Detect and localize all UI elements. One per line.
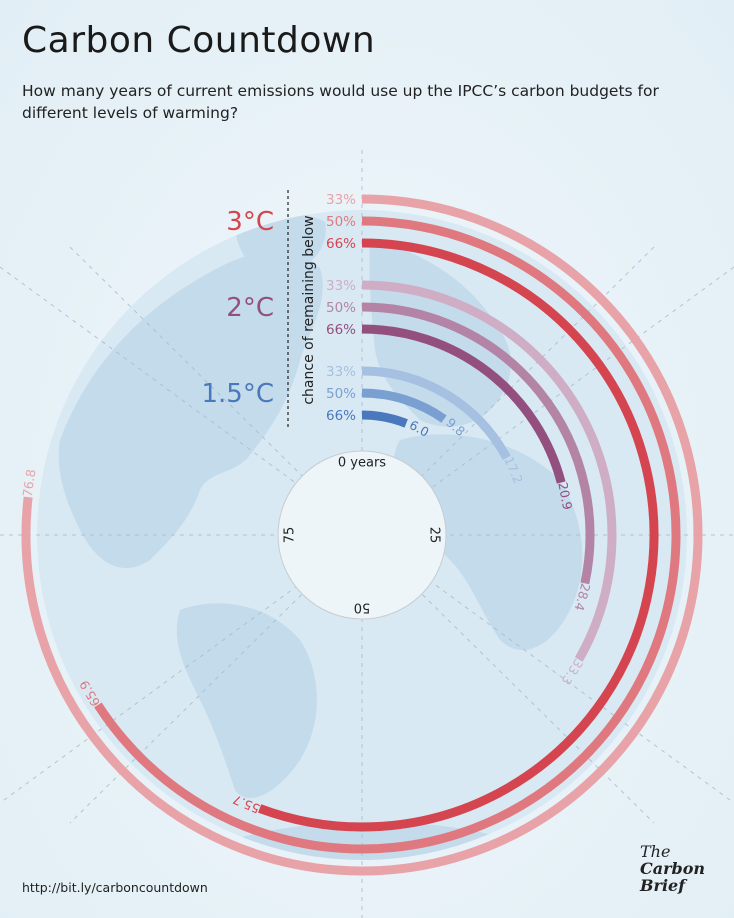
years-value-label: 28.4 <box>571 582 593 613</box>
years-value-label: 76.8 <box>19 468 38 498</box>
chance-label: 50% <box>326 214 356 230</box>
logo-brief: Brief <box>640 876 686 895</box>
budget-arc <box>361 388 447 423</box>
chance-label: 66% <box>326 236 356 252</box>
globe-map <box>0 150 734 918</box>
dial-tick-label: 75 <box>283 527 298 544</box>
chance-label: 50% <box>326 386 356 402</box>
land-south-america <box>176 603 317 799</box>
dial-tick-label: 0 years <box>338 456 386 471</box>
chance-label: 66% <box>326 408 356 424</box>
page-title: Carbon Countdown <box>22 20 376 61</box>
chance-label: 66% <box>326 322 356 338</box>
legend-labels: chance of remaining below 3°C 33% 50% 66% 2°C… <box>201 190 356 430</box>
graticule <box>0 150 734 918</box>
chance-label: 33% <box>326 192 356 208</box>
arcs-layer <box>21 194 703 876</box>
source-link[interactable]: http://bit.ly/carboncountdown <box>22 880 208 895</box>
warming-level-label: 3°C <box>226 207 274 237</box>
page-subtitle: How many years of current emissions woul… <box>22 82 659 122</box>
warming-level-label: 2°C <box>226 293 274 323</box>
logo-the: The <box>640 842 671 861</box>
land-greenland <box>235 213 326 276</box>
land-africa <box>393 434 583 650</box>
budget-arc <box>361 280 617 662</box>
warming-level-label: 1.5°C <box>201 379 274 409</box>
center-dial <box>277 450 447 620</box>
budget-arc <box>361 302 595 585</box>
logo-carbon: Carbon <box>640 859 706 878</box>
carbon-brief-logo: The Carbon Brief <box>640 843 705 894</box>
budget-arc <box>361 366 511 460</box>
probability-axis-label: chance of remaining below <box>301 215 317 404</box>
budget-arc <box>361 410 408 428</box>
land-north-america <box>58 251 323 569</box>
budget-arc <box>94 216 681 854</box>
dial-labels: 0 years 25 50 75 <box>283 456 442 615</box>
chance-label: 50% <box>326 300 356 316</box>
years-value-label: 20.9 <box>555 481 575 511</box>
chance-label: 33% <box>326 278 356 294</box>
chance-label: 33% <box>326 364 356 380</box>
dial-tick-label: 25 <box>427 527 442 544</box>
dial-tick-label: 50 <box>354 600 371 615</box>
budget-arc <box>361 324 566 484</box>
budget-arc <box>258 238 659 832</box>
budget-arc <box>21 194 703 876</box>
